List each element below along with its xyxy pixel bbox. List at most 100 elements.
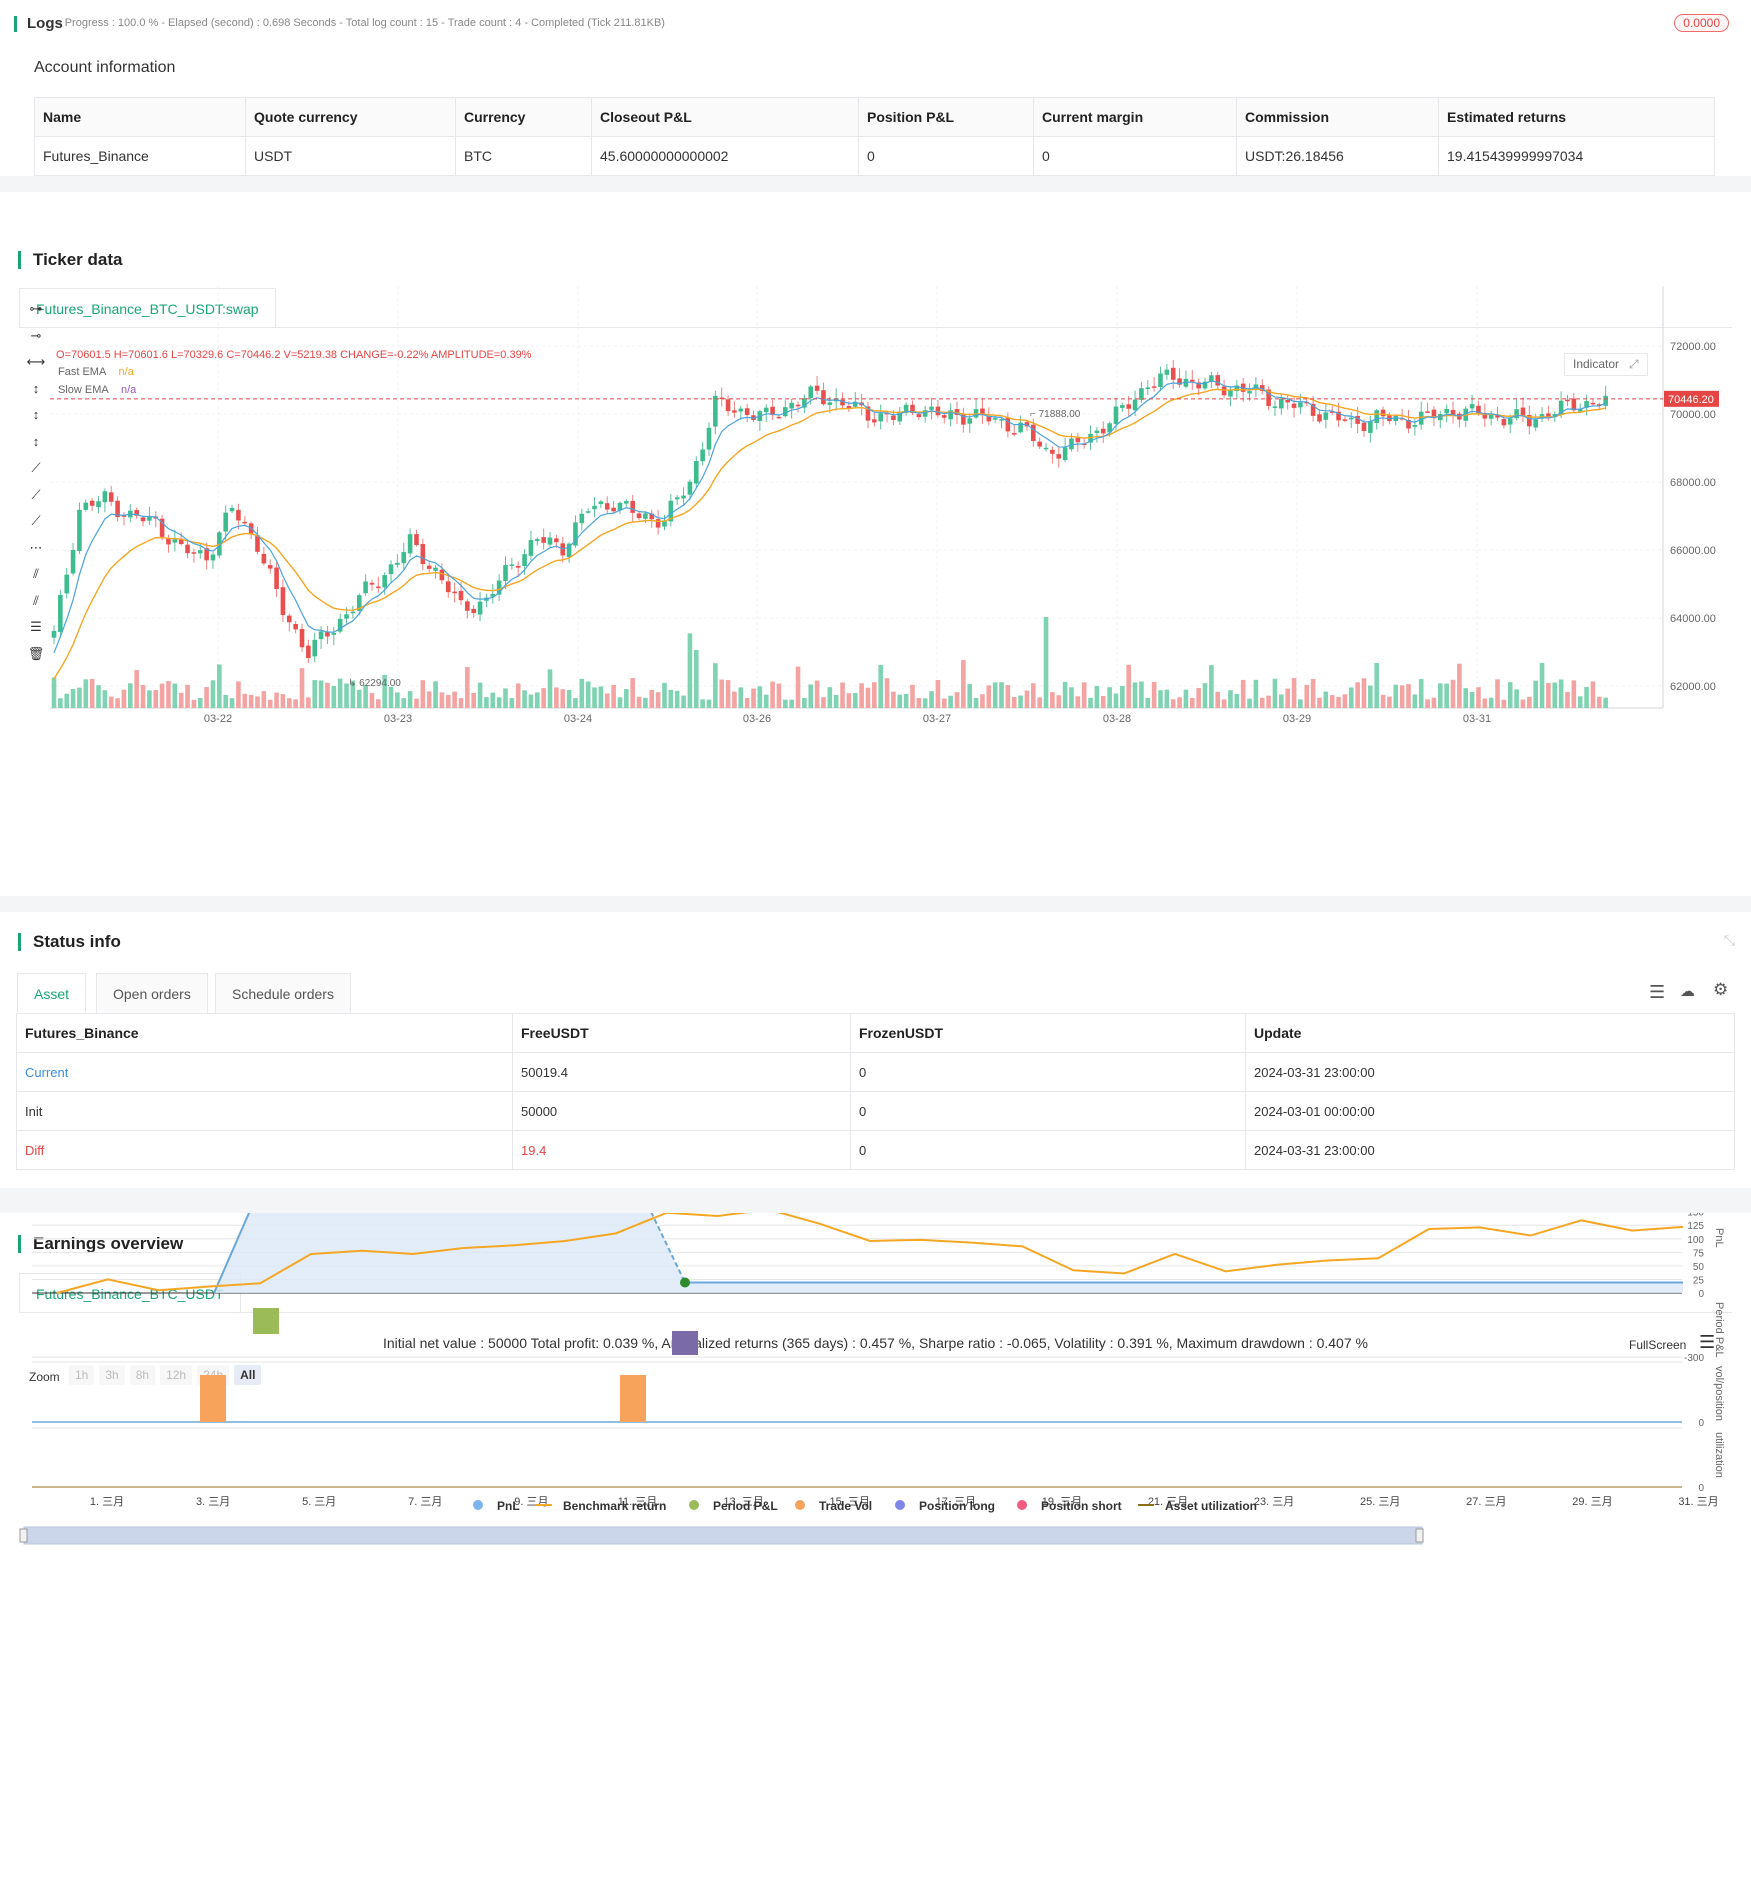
- ohlc-readout: O=70601.5 H=70601.6 L=70329.6 C=70446.2 …: [56, 349, 532, 361]
- list-icon[interactable]: ☰: [1649, 982, 1666, 1002]
- legend-item[interactable]: Asset utilization: [1138, 1499, 1257, 1513]
- x-tick-label: 03-31: [1463, 713, 1491, 725]
- candle-body: [522, 554, 527, 566]
- vertical-line-tool-icon[interactable]: ↕: [32, 380, 40, 396]
- pitchfork-tool-icon[interactable]: ⫽: [33, 592, 39, 608]
- volume-bar: [1482, 698, 1488, 708]
- x-tick-label: 7. 三月: [408, 1496, 442, 1508]
- volume-bar: [1018, 695, 1023, 708]
- volume-bar: [713, 663, 718, 708]
- legend-item[interactable]: Position short: [1017, 1499, 1122, 1513]
- candle-body: [1412, 425, 1418, 427]
- volume-bar: [1565, 691, 1570, 708]
- collapse-icon[interactable]: ⤡: [1723, 932, 1735, 948]
- legend-item[interactable]: Trade Vol: [795, 1499, 872, 1513]
- legend-item[interactable]: PnL: [473, 1499, 520, 1513]
- candle-body: [388, 564, 394, 575]
- legend-label: Asset utilization: [1165, 1499, 1257, 1513]
- candle-body: [1380, 409, 1386, 417]
- account-table: Name Quote currency Currency Closeout P&…: [34, 97, 1715, 176]
- ray-line-tool-icon[interactable]: ⟋: [31, 486, 41, 502]
- menu-icon[interactable]: ☰: [1699, 1332, 1716, 1352]
- zoom-8h-button[interactable]: 8h: [129, 1365, 156, 1385]
- vertical-segment-tool-icon[interactable]: ↕: [32, 407, 40, 422]
- vertical-ray-tool-icon[interactable]: ↕: [32, 433, 40, 449]
- volume-bar: [1298, 699, 1303, 708]
- volume-bar: [1037, 697, 1042, 708]
- candle-body: [1584, 401, 1589, 408]
- volume-bar: [395, 692, 400, 708]
- period-pnl-bar: [253, 1308, 279, 1334]
- settings-gear-icon[interactable]: ⚙: [1713, 980, 1729, 999]
- volume-bar: [802, 697, 807, 708]
- candle-body: [541, 537, 546, 543]
- legend-item[interactable]: Position long: [895, 1499, 995, 1513]
- fullscreen-label: FullScreen: [1629, 1338, 1687, 1352]
- volume-bar: [846, 693, 852, 708]
- volume-bar: [401, 698, 407, 708]
- parallel-channel-tool-icon[interactable]: ⫽: [33, 566, 39, 581]
- tab-asset[interactable]: Asset: [17, 973, 87, 1013]
- volume-bar: [1520, 699, 1526, 708]
- candle-body: [1361, 422, 1367, 431]
- volume-bar: [388, 686, 394, 708]
- legend-item[interactable]: Period P&L: [689, 1499, 778, 1513]
- volume-bar: [687, 633, 693, 708]
- zoom-3h-button[interactable]: 3h: [99, 1365, 125, 1385]
- zoom-All-button[interactable]: All: [234, 1365, 262, 1385]
- volume-bar: [1145, 697, 1151, 708]
- y-tick-label: 70000.00: [1670, 409, 1716, 421]
- zoom-1h-button[interactable]: 1h: [69, 1365, 95, 1385]
- cell: 0: [850, 1052, 1246, 1092]
- candle-body: [986, 415, 992, 422]
- candle-body: [77, 509, 82, 552]
- horizontal-ray-tool-icon[interactable]: ⊶: [29, 301, 43, 316]
- segment-tool-icon[interactable]: ⟋: [31, 513, 41, 528]
- zoom-12h-button[interactable]: 12h: [160, 1365, 193, 1385]
- legend-item[interactable]: Benchmark return: [536, 1499, 666, 1513]
- x-tick-label: 31. 三月: [1678, 1496, 1718, 1508]
- volume-bar: [204, 687, 209, 708]
- volume-bar: [1126, 664, 1132, 708]
- candle-body: [744, 408, 750, 416]
- volume-bar: [1425, 699, 1430, 708]
- cloud-download-icon[interactable]: ☁: [1680, 983, 1695, 1000]
- candlestick-chart[interactable]: 72000.00 70000.00 68000.00 66000.00 64000.00…: [0, 192, 1751, 896]
- volume-bar: [172, 683, 178, 708]
- navigator-range: [23, 1526, 1423, 1545]
- trend-line-tool-icon[interactable]: ⟋: [31, 460, 41, 475]
- indicator-button[interactable]: Indicator ⤢: [1564, 353, 1648, 376]
- tab-open-orders[interactable]: Open orders: [96, 973, 208, 1013]
- volume-bar: [248, 694, 254, 708]
- price-label-tool-icon[interactable]: ⋯: [29, 539, 43, 555]
- volume-bar: [197, 698, 203, 708]
- volume-bar: [1495, 679, 1500, 708]
- trash-icon[interactable]: 🗑: [27, 645, 45, 661]
- candle-body: [1285, 400, 1290, 403]
- horizontal-line-tool-icon[interactable]: ⟷: [26, 354, 46, 369]
- volume-bar: [1062, 681, 1068, 708]
- candle-body: [134, 510, 139, 516]
- fullscreen-button[interactable]: FullScreen: [1629, 1338, 1686, 1352]
- candle-body: [229, 507, 235, 512]
- legend-swatch: [795, 1500, 805, 1510]
- candle-body: [1037, 441, 1042, 447]
- tab-ticker-symbol[interactable]: Futures_Binance_BTC_USDT:swap: [19, 288, 276, 328]
- candle-body: [948, 410, 953, 420]
- volume-bar: [1418, 679, 1424, 708]
- horizontal-segment-tool-icon[interactable]: ⊸: [30, 327, 42, 343]
- status-title: Status info: [18, 933, 121, 951]
- asset-row-diff: Diff 19.4 0 2024-03-31 23:00:00: [16, 1130, 1735, 1170]
- x-tick-label: 03-27: [923, 713, 951, 725]
- volume-bar: [509, 698, 515, 708]
- tab-schedule-orders[interactable]: Schedule orders: [215, 973, 351, 1013]
- y-tick-label: 0: [1698, 1418, 1704, 1429]
- fibonacci-tool-icon[interactable]: ☰: [30, 619, 42, 634]
- volume-bar: [1011, 697, 1017, 708]
- candle-body: [872, 419, 877, 423]
- candle-body: [1202, 381, 1208, 389]
- volume-bar: [350, 680, 356, 708]
- candle-body: [490, 593, 496, 597]
- col-exchange: Futures_Binance: [16, 1013, 513, 1053]
